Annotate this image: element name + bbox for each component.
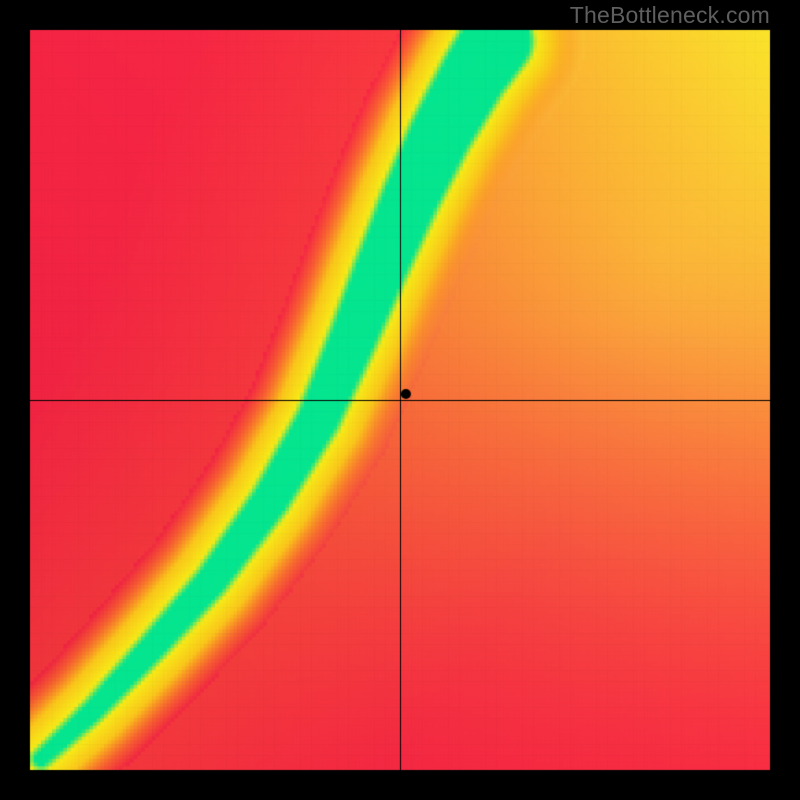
watermark-credit: TheBottleneck.com <box>570 2 770 29</box>
bottleneck-heatmap <box>0 0 800 800</box>
